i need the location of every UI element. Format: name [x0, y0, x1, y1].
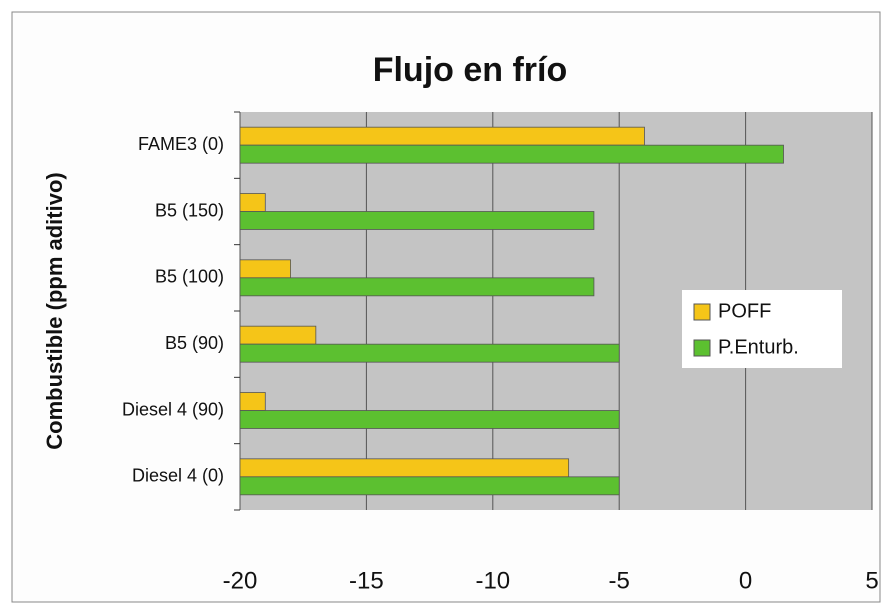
- bar: [239, 325, 317, 345]
- x-tick-label: -10: [475, 567, 510, 594]
- y-tick-label: Diesel 4 (90): [122, 399, 224, 419]
- y-tick-label: Diesel 4 (0): [132, 466, 224, 486]
- bar: [239, 392, 266, 411]
- legend-swatch: [693, 303, 711, 321]
- x-tick-label: 5: [865, 567, 878, 594]
- bar: [239, 211, 595, 230]
- y-tick-label: B5 (100): [155, 267, 224, 287]
- y-tick-label: B5 (150): [155, 200, 224, 220]
- bar: [239, 277, 595, 297]
- x-tick-label: -20: [223, 567, 258, 594]
- y-tick-label: FAME3 (0): [138, 134, 224, 154]
- bar: [239, 476, 620, 496]
- bar: [239, 126, 645, 146]
- x-tick-label: -15: [349, 567, 384, 594]
- bar: [239, 343, 620, 363]
- bar: [239, 259, 291, 279]
- y-tick-label: B5 (90): [165, 333, 224, 353]
- x-tick-label: -5: [609, 567, 630, 594]
- bar: [239, 193, 266, 212]
- y-axis-label: Combustible (ppm aditivo): [42, 172, 67, 449]
- legend-label: POFF: [718, 300, 771, 322]
- legend-swatch: [693, 339, 711, 357]
- bar: [239, 458, 570, 478]
- bar: [239, 144, 784, 164]
- x-tick-label: 0: [739, 567, 752, 594]
- chart-title: Flujo en frío: [373, 51, 568, 89]
- legend-label: P.Enturb.: [718, 336, 799, 358]
- bar: [239, 410, 620, 429]
